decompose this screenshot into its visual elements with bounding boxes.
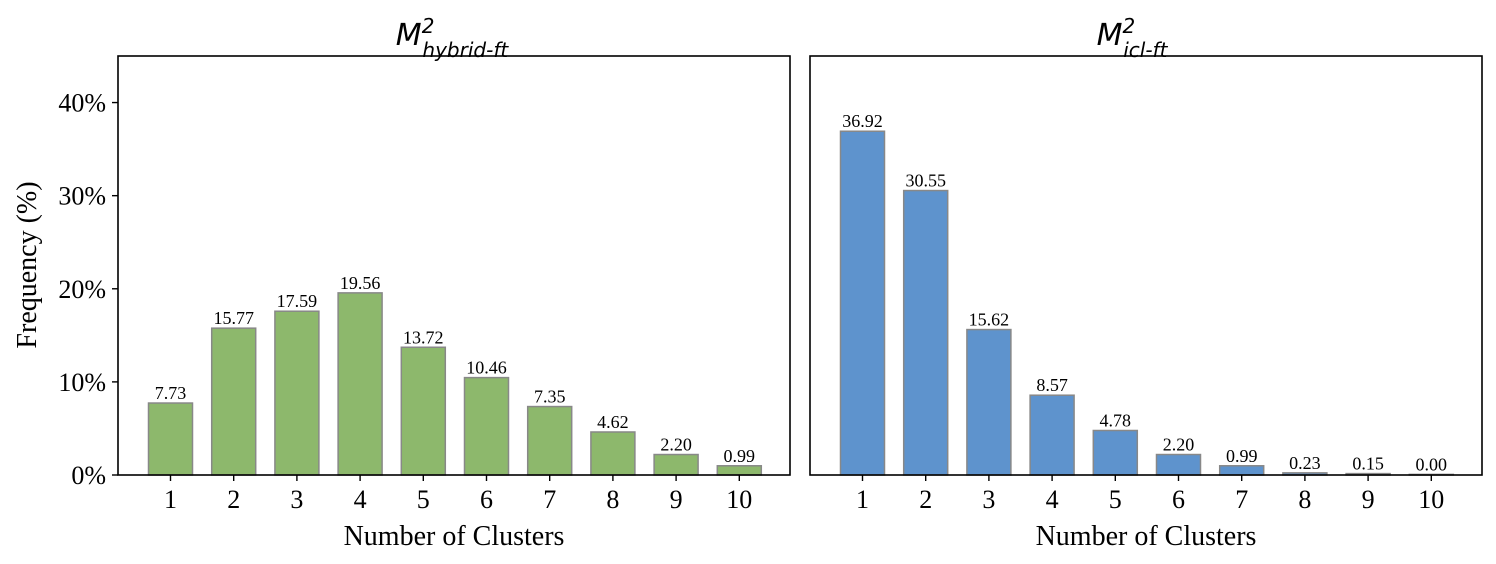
- x-tick-label: 6: [480, 485, 493, 514]
- x-tick-label: 8: [606, 485, 619, 514]
- y-axis-label-left: Frequency (%): [12, 181, 43, 348]
- bar-value-label: 10.46: [466, 358, 507, 378]
- bar-value-label: 0.99: [724, 446, 756, 466]
- plot-frame-right: [809, 55, 1483, 476]
- plot-frame-left: [117, 55, 791, 476]
- x-ticks-right: 1 2 3 4 5 6 7 8 9 10: [856, 475, 1444, 514]
- x-tick-label: 1: [164, 485, 177, 514]
- x-tick-label: 2: [227, 485, 240, 514]
- bar-value-label: 30.55: [905, 171, 946, 191]
- bar-value-label: 7.73: [155, 383, 187, 403]
- x-tick-label: 6: [1172, 485, 1185, 514]
- chart-title-right-sub: icl-ft: [1123, 38, 1168, 62]
- bar-7: [1218, 465, 1265, 476]
- x-tick-label: 4: [1046, 485, 1059, 514]
- bar-10: [716, 465, 763, 476]
- bar-value-label: 15.77: [213, 308, 254, 328]
- bar-4: [337, 292, 383, 476]
- chart-panel-right: M2 icl-ft 36.9230.5515.628.574.782.200.99…: [809, 14, 1483, 552]
- x-tick-label: 9: [1362, 485, 1375, 514]
- bar-8: [590, 431, 636, 476]
- bar-1: [839, 130, 886, 476]
- y-tick-label: 30%: [58, 182, 106, 211]
- bar-3: [274, 310, 320, 476]
- bar-5: [400, 346, 447, 476]
- bar-value-label: 15.62: [969, 310, 1010, 330]
- bars-left: 7.73 15.77 17.59 19.56 13.72 10.46 7.35 4.62 2.2…: [147, 273, 763, 476]
- bar-7: [526, 405, 573, 476]
- bar-value-label: 4.62: [597, 412, 629, 432]
- x-tick-label: 1: [856, 485, 869, 514]
- bar-value-label: 8.57: [1036, 375, 1068, 395]
- chart-title-left: M2 hybrid-ft: [396, 14, 510, 62]
- x-axis-label-right: Number of Clusters: [1036, 521, 1257, 552]
- x-tick-label: 5: [417, 485, 430, 514]
- bar-value-label: 7.35: [534, 387, 566, 407]
- bar-value-label: 13.72: [403, 327, 444, 347]
- x-axis-label-left: Number of Clusters: [344, 521, 565, 552]
- x-tick-label: 10: [726, 485, 752, 514]
- bar-2: [902, 189, 949, 476]
- bar-value-label: 0.23: [1289, 453, 1321, 473]
- chart-title-right: M2 icl-ft: [1097, 14, 1169, 62]
- x-tick-label: 2: [919, 485, 932, 514]
- bar-value-label: 2.20: [1163, 435, 1195, 455]
- bar-6: [463, 376, 510, 476]
- x-tick-label: 7: [543, 485, 556, 514]
- bar-value-label: 4.78: [1100, 410, 1132, 430]
- bar-6: [1155, 453, 1202, 476]
- x-tick-label: 9: [670, 485, 683, 514]
- bar-value-label: 17.59: [277, 291, 318, 311]
- chart-title-left-main: M: [396, 18, 422, 53]
- bars-right: 36.92 30.55 15.62 8.57 4.78 2.20 0.99 0.23 0.15 0…: [839, 111, 1455, 476]
- bar-1: [147, 402, 194, 476]
- chart-title-right-main: M: [1097, 18, 1123, 53]
- bar-value-label: 19.56: [340, 273, 381, 293]
- x-ticks-left: 1 2 3 4 5 6 7 8 9 10: [164, 475, 752, 514]
- y-tick-label: 0%: [71, 461, 106, 490]
- bar-value-label: 36.92: [842, 111, 883, 131]
- x-tick-label: 5: [1109, 485, 1122, 514]
- bar-4: [1029, 394, 1075, 476]
- bar-value-label: 0.99: [1226, 446, 1258, 466]
- bar-5: [1092, 429, 1139, 476]
- bar-2: [210, 327, 257, 476]
- chart-title-right-sup: 2: [1122, 14, 1135, 38]
- y-tick-label: 40%: [58, 89, 106, 118]
- y-tick-label: 10%: [58, 368, 106, 397]
- x-tick-label: 7: [1235, 485, 1248, 514]
- chart-title-left-sup: 2: [422, 14, 435, 38]
- y-tick-label: 20%: [58, 275, 106, 304]
- chart-title-left-sub: hybrid-ft: [422, 38, 509, 62]
- x-tick-label: 3: [982, 485, 995, 514]
- x-tick-label: 4: [354, 485, 367, 514]
- x-tick-label: 10: [1418, 485, 1444, 514]
- chart-panel-left: M2 hybrid-ft 7.7315.7717.5919.5613.7210.4…: [12, 14, 791, 552]
- bar-value-label: 0.15: [1352, 454, 1384, 474]
- bar-value-label: 0.00: [1416, 454, 1448, 474]
- x-tick-label: 3: [290, 485, 303, 514]
- bar-9: [653, 453, 699, 476]
- bar-3: [966, 328, 1012, 476]
- bar-value-label: 2.20: [660, 435, 692, 455]
- y-ticks-left: 0% 10% 20% 30% 40%: [58, 89, 118, 490]
- x-tick-label: 8: [1298, 485, 1311, 514]
